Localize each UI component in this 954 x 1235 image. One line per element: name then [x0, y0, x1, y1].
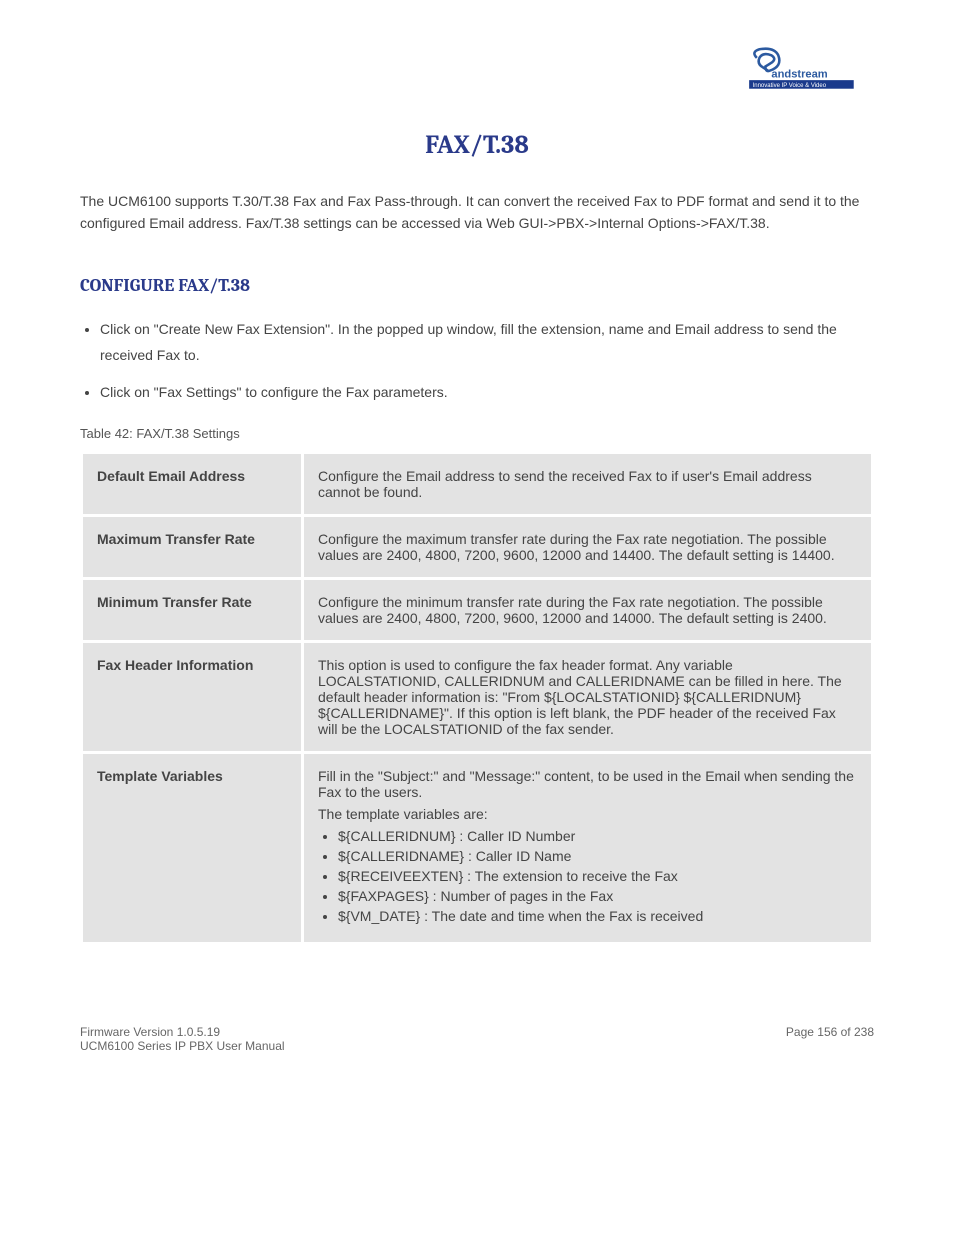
param-desc: Fill in the "Subject:" and "Message:" co… — [304, 754, 871, 942]
param-label: Default Email Address — [83, 454, 301, 514]
template-var: ${CALLERIDNUM} : Caller ID Number — [338, 828, 857, 844]
param-desc: Configure the maximum transfer rate duri… — [304, 517, 871, 577]
step-item: Click on "Fax Settings" to configure the… — [100, 379, 874, 406]
param-label: Minimum Transfer Rate — [83, 580, 301, 640]
param-desc-intro2: The template variables are: — [318, 806, 857, 822]
param-desc-intro: Fill in the "Subject:" and "Message:" co… — [318, 768, 857, 800]
template-vars-list: ${CALLERIDNUM} : Caller ID Number ${CALL… — [338, 828, 857, 924]
param-desc: Configure the minimum transfer rate duri… — [304, 580, 871, 640]
step-item: Click on "Create New Fax Extension". In … — [100, 316, 874, 369]
table-row: Default Email Address Configure the Emai… — [83, 454, 871, 514]
table-caption: Table 42: FAX/T.38 Settings — [80, 426, 874, 441]
param-label: Template Variables — [83, 754, 301, 942]
template-var: ${CALLERIDNAME} : Caller ID Name — [338, 848, 857, 864]
page-title: FAX/T.38 — [80, 130, 874, 160]
table-row: Maximum Transfer Rate Configure the maxi… — [83, 517, 871, 577]
grandstream-logo-svg: andstream Innovative IP Voice & Video — [744, 45, 864, 105]
param-desc: This option is used to configure the fax… — [304, 643, 871, 751]
svg-text:Innovative IP Voice & Video: Innovative IP Voice & Video — [753, 83, 827, 89]
param-label: Fax Header Information — [83, 643, 301, 751]
footer-page-number: Page 156 of 238 — [786, 1025, 874, 1053]
table-row: Minimum Transfer Rate Configure the mini… — [83, 580, 871, 640]
page-container: andstream Innovative IP Voice & Video FA… — [0, 0, 954, 1113]
table-row: Template Variables Fill in the "Subject:… — [83, 754, 871, 942]
param-label: Maximum Transfer Rate — [83, 517, 301, 577]
footer-firmware: Firmware Version 1.0.5.19 — [80, 1025, 285, 1039]
table-row: Fax Header Information This option is us… — [83, 643, 871, 751]
param-desc: Configure the Email address to send the … — [304, 454, 871, 514]
intro-paragraph: The UCM6100 supports T.30/T.38 Fax and F… — [80, 190, 874, 235]
section-heading: CONFIGURE FAX/T.38 — [80, 275, 874, 296]
template-var: ${FAXPAGES} : Number of pages in the Fax — [338, 888, 857, 904]
template-var: ${VM_DATE} : The date and time when the … — [338, 908, 857, 924]
steps-list: Click on "Create New Fax Extension". In … — [100, 316, 874, 406]
page-footer: Firmware Version 1.0.5.19 UCM6100 Series… — [80, 1025, 874, 1053]
fax-settings-table: Default Email Address Configure the Emai… — [80, 451, 874, 945]
svg-text:andstream: andstream — [771, 69, 827, 81]
footer-product: UCM6100 Series IP PBX User Manual — [80, 1039, 285, 1053]
brand-logo: andstream Innovative IP Voice & Video — [744, 45, 864, 105]
template-var: ${RECEIVEEXTEN} : The extension to recei… — [338, 868, 857, 884]
